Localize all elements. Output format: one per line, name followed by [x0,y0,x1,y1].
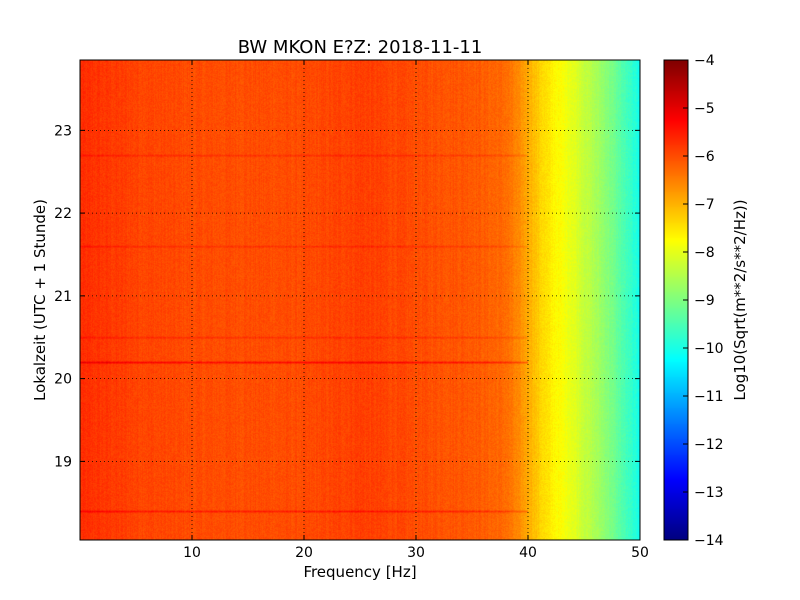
x-tick-label: 50 [631,545,649,561]
colorbar-tick-label: −7 [694,197,715,213]
x-axis-label: Frequency [Hz] [303,563,416,581]
colorbar-tick-label: −11 [694,389,724,405]
chart-title: BW MKON E?Z: 2018-11-11 [238,37,483,58]
x-tick-label: 20 [295,545,313,561]
x-axis-ticks: 10 20 30 40 50 [183,60,649,561]
y-tick-label: 23 [54,123,72,139]
grid [80,60,640,540]
colorbar-tick-label: −4 [694,53,715,69]
y-tick-label: 21 [54,289,72,305]
colorbar-tick-label: −9 [694,293,715,309]
colorbar-tick-label: −12 [694,437,724,453]
colorbar-tick-label: −6 [694,149,715,165]
y-axis-label: Lokalzeit (UTC + 1 Stunde) [31,199,49,401]
colorbar-tick-label: −5 [694,101,715,117]
colorbar-tick-label: −13 [694,485,724,501]
y-tick-label: 22 [54,206,72,222]
colorbar: −4 −5 −6 −7 −8 −9 −10 −11 −12 −13 −14 [663,53,724,549]
colorbar-ticks: −4 −5 −6 −7 −8 −9 −10 −11 −12 −13 −14 [683,53,724,549]
colorbar-tick-label: −14 [694,533,724,549]
colorbar-tick-label: −8 [694,245,715,261]
plot-area: 10 20 30 40 50 19 20 21 22 23 [54,59,649,561]
x-tick-label: 30 [407,545,425,561]
x-tick-label: 40 [519,545,537,561]
colorbar-label: Log10(Sqrt(m**2/s**2/Hz)) [731,199,749,400]
y-tick-label: 19 [54,454,72,470]
plot-frame [79,59,641,541]
y-tick-label: 20 [54,372,72,388]
x-tick-label: 10 [183,545,201,561]
y-axis-ticks: 19 20 21 22 23 [54,123,640,470]
colorbar-tick-label: −10 [694,341,724,357]
heatmap-image [80,60,640,540]
